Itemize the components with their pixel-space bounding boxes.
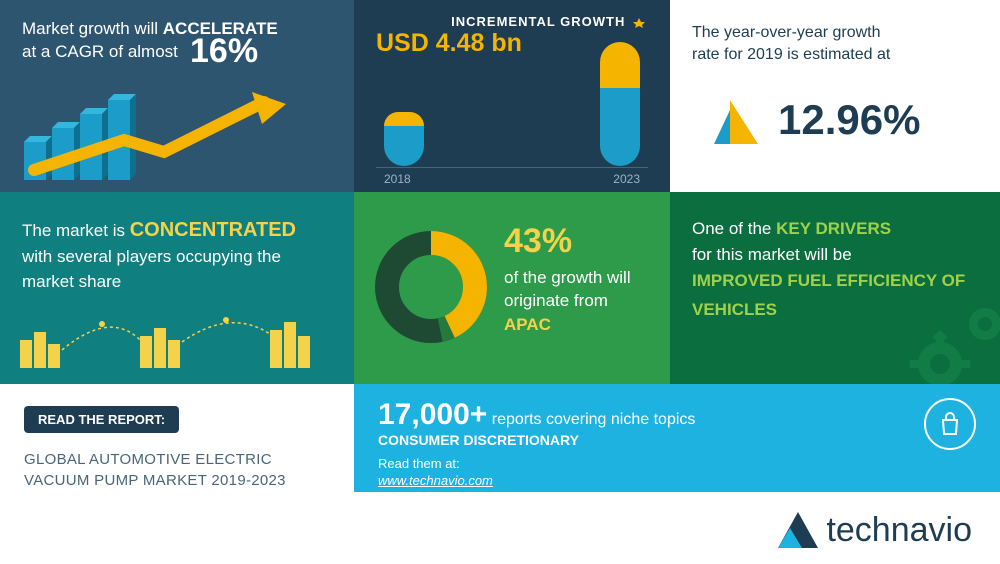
cagr-intro: Market growth will [22,19,163,38]
logo-triangle-icon [776,510,820,550]
year-labels: 2018 2023 [384,172,640,186]
panel-apac: 43% of the growth will originate from AP… [354,192,670,384]
infographic-container: Market growth will ACCELERATE at a CAGR … [0,0,1000,564]
url-link[interactable]: www.technavio.com [378,473,976,488]
driver-em1: KEY DRIVERS [776,219,891,238]
incremental-label: INCREMENTAL GROWTH [376,14,648,29]
pill-2018 [384,112,424,166]
cagr-percent: 16% [190,32,258,71]
logo-text: technavio [826,511,972,550]
row-1: Market growth will ACCELERATE at a CAGR … [0,0,1000,192]
pill-top [600,42,640,88]
pill-top [384,112,424,126]
yoy-line1: The year-over-year growth [692,24,881,41]
shopping-bag-icon [924,398,976,450]
report-title-1: GLOBAL AUTOMOTIVE ELECTRIC [24,451,272,468]
pill-2023 [600,42,640,166]
pill-bot [600,88,640,166]
yoy-line2: rate for 2019 is estimated at [692,46,890,63]
conc-text: The market is CONCENTRATED with several … [22,216,332,294]
conc-post2: market share [22,272,121,291]
reports-text: reports covering niche topics [492,411,696,428]
row-3: READ THE REPORT: GLOBAL AUTOMOTIVE ELECT… [0,384,1000,564]
donut-chart-icon [372,228,490,346]
technavio-logo: technavio [776,510,972,550]
conc-post1: with several players occupying the [22,247,281,266]
triangle-up-icon [714,100,768,144]
bar-chart-icon [24,100,130,180]
report-count: 17,000+ [378,398,487,431]
yoy-percent: 12.96% [778,96,920,144]
report-title: GLOBAL AUTOMOTIVE ELECTRIC VACUUM PUMP M… [24,449,330,491]
bar [24,142,46,180]
incremental-bars [384,56,640,166]
report-title-2: VACUUM PUMP MARKET 2019-2023 [24,472,286,489]
panel-report: READ THE REPORT: GLOBAL AUTOMOTIVE ELECT… [0,384,354,564]
panel-incremental: INCREMENTAL GROWTH USD 4.48 bn 2018 2023 [354,0,670,192]
driver-mid: for this market will be [692,245,852,264]
apac-percent: 43% [504,218,631,266]
gear-icon [900,284,1000,384]
read-label: Read them at: [378,456,976,471]
year-2018: 2018 [384,172,411,186]
pill-bot [384,126,424,166]
conc-pre: The market is [22,221,130,240]
row-2: The market is CONCENTRATED with several … [0,192,1000,384]
incremental-label-text: INCREMENTAL GROWTH [451,14,625,29]
panel-concentrated: The market is CONCENTRATED with several … [0,192,354,384]
apac-region: APAC [504,315,551,334]
baseline [376,167,648,168]
year-2023: 2023 [613,172,640,186]
apac-line2: originate from [504,291,608,310]
bottom-headline: 17,000+ reports covering niche topics [378,398,976,432]
star-icon [630,18,648,28]
panel-bottom: 17,000+ reports covering niche topics CO… [354,384,1000,564]
driver-pre: One of the [692,219,776,238]
bar [108,100,130,180]
panel-yoy: The year-over-year growth rate for 2019 … [670,0,1000,192]
apac-line1: of the growth will [504,268,631,287]
category: CONSUMER DISCRETIONARY [378,432,976,448]
yoy-text: The year-over-year growth rate for 2019 … [692,22,978,67]
city-icon [20,300,330,370]
cagr-text: Market growth will ACCELERATE at a CAGR … [22,18,332,64]
apac-text: 43% of the growth will originate from AP… [504,218,631,337]
cagr-line2: at a CAGR of almost [22,42,178,61]
conc-em: CONCENTRATED [130,219,296,241]
panel-driver: One of the KEY DRIVERS for this market w… [670,192,1000,384]
bar [80,114,102,180]
bar [52,128,74,180]
panel-cagr: Market growth will ACCELERATE at a CAGR … [0,0,354,192]
report-header: READ THE REPORT: [24,406,179,433]
